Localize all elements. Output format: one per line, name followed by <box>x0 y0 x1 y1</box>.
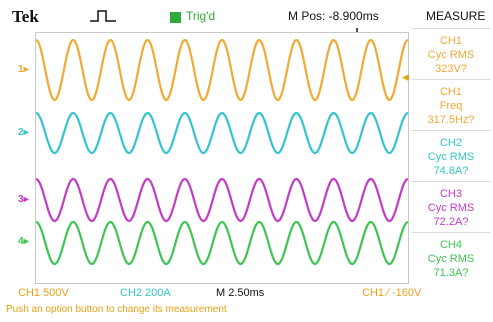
ch1-scale: CH1 500V <box>18 287 69 299</box>
measure-value: 71.3A? <box>433 267 469 279</box>
measure-type: Cyc RMS <box>427 49 475 61</box>
measure-type: Cyc RMS <box>427 202 475 214</box>
measure-type: Freq <box>439 100 463 112</box>
measure-source: CH2 <box>439 137 462 149</box>
trigger-level-marker-icon: ◀ <box>402 72 409 82</box>
waveform-canvas <box>36 38 408 266</box>
measure-value: 74.8A? <box>433 165 469 177</box>
trigger-readout: CH1 ∕ -160V <box>362 287 422 299</box>
measure-source: CH1 <box>439 86 462 98</box>
channel-1-waveform <box>36 38 408 102</box>
horizontal-position-readout: M Pos: -8.900ms <box>288 9 379 23</box>
channel-3-marker: 3▸ <box>18 194 29 205</box>
measure-option-4[interactable]: CH3 Cyc RMS 72.2A? <box>412 181 490 231</box>
channel-2-marker: 2▸ <box>18 127 29 138</box>
channel-1-marker: 1▸ <box>18 64 29 75</box>
measure-value: 317.5Hz? <box>427 114 475 126</box>
measure-type: Cyc RMS <box>427 253 475 265</box>
waveform-display <box>35 32 409 284</box>
measure-value: 323V? <box>435 63 467 75</box>
measure-source: CH4 <box>439 239 462 251</box>
ch2-scale: CH2 200A <box>120 287 171 299</box>
channel-4-marker: 4▸ <box>18 236 29 247</box>
measure-option-1[interactable]: CH1 Cyc RMS 323V? <box>412 28 490 78</box>
channel-3-waveform <box>36 177 408 223</box>
measure-value: 72.2A? <box>433 216 469 228</box>
brand-logo: Tek <box>12 7 39 26</box>
menu-title: MEASURE <box>426 9 486 23</box>
measure-option-3[interactable]: CH2 Cyc RMS 74.8A? <box>412 130 490 180</box>
square-pulse-icon <box>90 10 116 22</box>
measure-type: Cyc RMS <box>427 151 475 163</box>
trigger-status: Trig'd <box>186 9 216 23</box>
channel-2-waveform <box>36 111 408 155</box>
measure-source: CH1 <box>439 35 462 47</box>
measure-option-5[interactable]: CH4 Cyc RMS 71.3A? <box>412 232 490 282</box>
measure-source: CH3 <box>439 188 462 200</box>
hint-text: Push an option button to change its meas… <box>6 304 227 315</box>
measure-option-2[interactable]: CH1 Freq 317.5Hz? <box>412 79 490 129</box>
channel-4-waveform <box>36 220 408 266</box>
timebase-readout: M 2.50ms <box>216 287 265 299</box>
trigger-status-icon <box>170 12 181 23</box>
